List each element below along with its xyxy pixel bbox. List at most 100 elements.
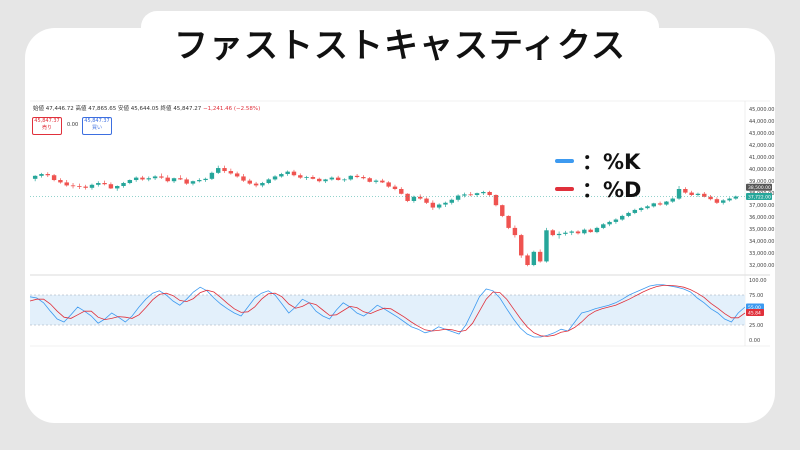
candle-body-23 <box>178 178 183 180</box>
k-value-label: 55.00 <box>748 305 761 311</box>
candle-body-36 <box>260 183 265 186</box>
candle-body-12 <box>108 184 114 189</box>
candle-73 <box>493 194 499 207</box>
candle-99 <box>657 201 663 206</box>
candle-90 <box>601 223 606 230</box>
candle-body-86 <box>575 231 581 234</box>
candle-body-10 <box>96 183 101 185</box>
candle-75 <box>506 215 511 230</box>
close-value: 45,847.27 <box>173 106 202 112</box>
candle-93 <box>620 214 625 221</box>
stoch-tick-label-1: 75.00 <box>749 293 763 299</box>
candle-body-4 <box>58 180 63 183</box>
candle-80 <box>537 249 543 263</box>
candle-body-27 <box>203 178 208 181</box>
candle-body-25 <box>190 181 196 184</box>
legend-k-label: ：%K <box>582 150 641 174</box>
candle-4 <box>58 178 63 184</box>
sell-label: 売り <box>41 125 52 131</box>
candle-body-90 <box>601 224 606 228</box>
price-tick-label-10: 35,000.00 <box>749 227 774 233</box>
k-value-bg <box>746 303 764 311</box>
candle-body-60 <box>411 196 417 201</box>
candle-39 <box>279 172 284 178</box>
candle-body-38 <box>272 176 278 180</box>
legend-k-swatch <box>555 159 574 163</box>
candle-body-59 <box>405 193 410 201</box>
candle-body-80 <box>537 251 543 262</box>
low-value: 45,644.05 <box>130 106 159 112</box>
candle-81 <box>544 227 549 263</box>
k-line <box>29 284 746 338</box>
candle-31 <box>228 168 234 175</box>
candle-body-67 <box>455 195 461 200</box>
high-value: 47,865.65 <box>88 106 117 112</box>
candle-body-5 <box>64 182 69 186</box>
candle-76 <box>512 225 518 238</box>
candle-14 <box>121 181 126 188</box>
candle-body-107 <box>708 196 713 200</box>
candle-54 <box>373 179 379 184</box>
candle-59 <box>405 193 410 203</box>
candle-body-48 <box>335 177 341 181</box>
candle-body-32 <box>234 173 240 177</box>
candle-85 <box>569 230 574 236</box>
candle-body-66 <box>449 199 454 203</box>
candle-110 <box>727 197 732 202</box>
candle-body-11 <box>102 183 107 185</box>
candle-body-43 <box>304 177 309 178</box>
candle-body-104 <box>689 192 694 195</box>
candle-2 <box>45 172 50 178</box>
candle-body-18 <box>146 178 151 180</box>
candle-body-101 <box>670 198 675 202</box>
candle-68 <box>462 192 467 198</box>
candle-body-34 <box>247 180 252 184</box>
candle-body-62 <box>424 198 429 203</box>
candle-body-89 <box>594 227 600 233</box>
buy-button[interactable]: 45,847.37 買い <box>82 117 112 135</box>
candle-body-40 <box>285 171 290 175</box>
candle-body-19 <box>152 176 158 179</box>
candle-24 <box>184 177 189 185</box>
candle-body-69 <box>468 194 473 196</box>
candle-body-0 <box>32 175 38 179</box>
candle-53 <box>367 177 372 183</box>
candle-52 <box>361 175 366 180</box>
stoch-tick-label-2: 25.00 <box>749 323 763 329</box>
candle-60 <box>411 195 417 203</box>
candle-body-95 <box>632 209 638 213</box>
candle-body-26 <box>197 180 202 182</box>
candle-body-2 <box>45 174 50 176</box>
candle-body-73 <box>493 194 499 206</box>
candle-6 <box>70 183 76 189</box>
price-label-bg-0 <box>746 183 772 191</box>
candle-63 <box>430 200 436 210</box>
price-label-bg-1 <box>746 193 772 201</box>
candle-body-96 <box>638 208 644 210</box>
candle-body-94 <box>626 212 631 216</box>
candle-70 <box>474 192 480 197</box>
sell-button[interactable]: 45,847.37 売り <box>32 117 62 135</box>
candle-58 <box>399 187 404 195</box>
candle-97 <box>645 205 650 210</box>
candle-body-7 <box>77 186 82 187</box>
stoch-band <box>30 295 745 325</box>
candle-body-28 <box>209 172 215 179</box>
candle-body-100 <box>664 201 669 205</box>
candle-46 <box>323 178 328 184</box>
candle-22 <box>171 177 177 184</box>
candle-43 <box>304 175 309 181</box>
candle-9 <box>89 183 95 190</box>
candle-21 <box>165 175 170 183</box>
candle-50 <box>348 175 353 181</box>
high-label: 高値 <box>75 106 87 112</box>
candle-11 <box>102 180 107 186</box>
candle-body-42 <box>298 175 303 178</box>
candle-61 <box>418 194 423 200</box>
candle-body-44 <box>310 177 316 179</box>
candle-body-74 <box>500 205 505 216</box>
candle-20 <box>159 173 164 179</box>
candle-48 <box>335 175 341 181</box>
candle-body-77 <box>519 235 524 256</box>
title-pill: ファストストキャスティクス <box>141 11 659 73</box>
